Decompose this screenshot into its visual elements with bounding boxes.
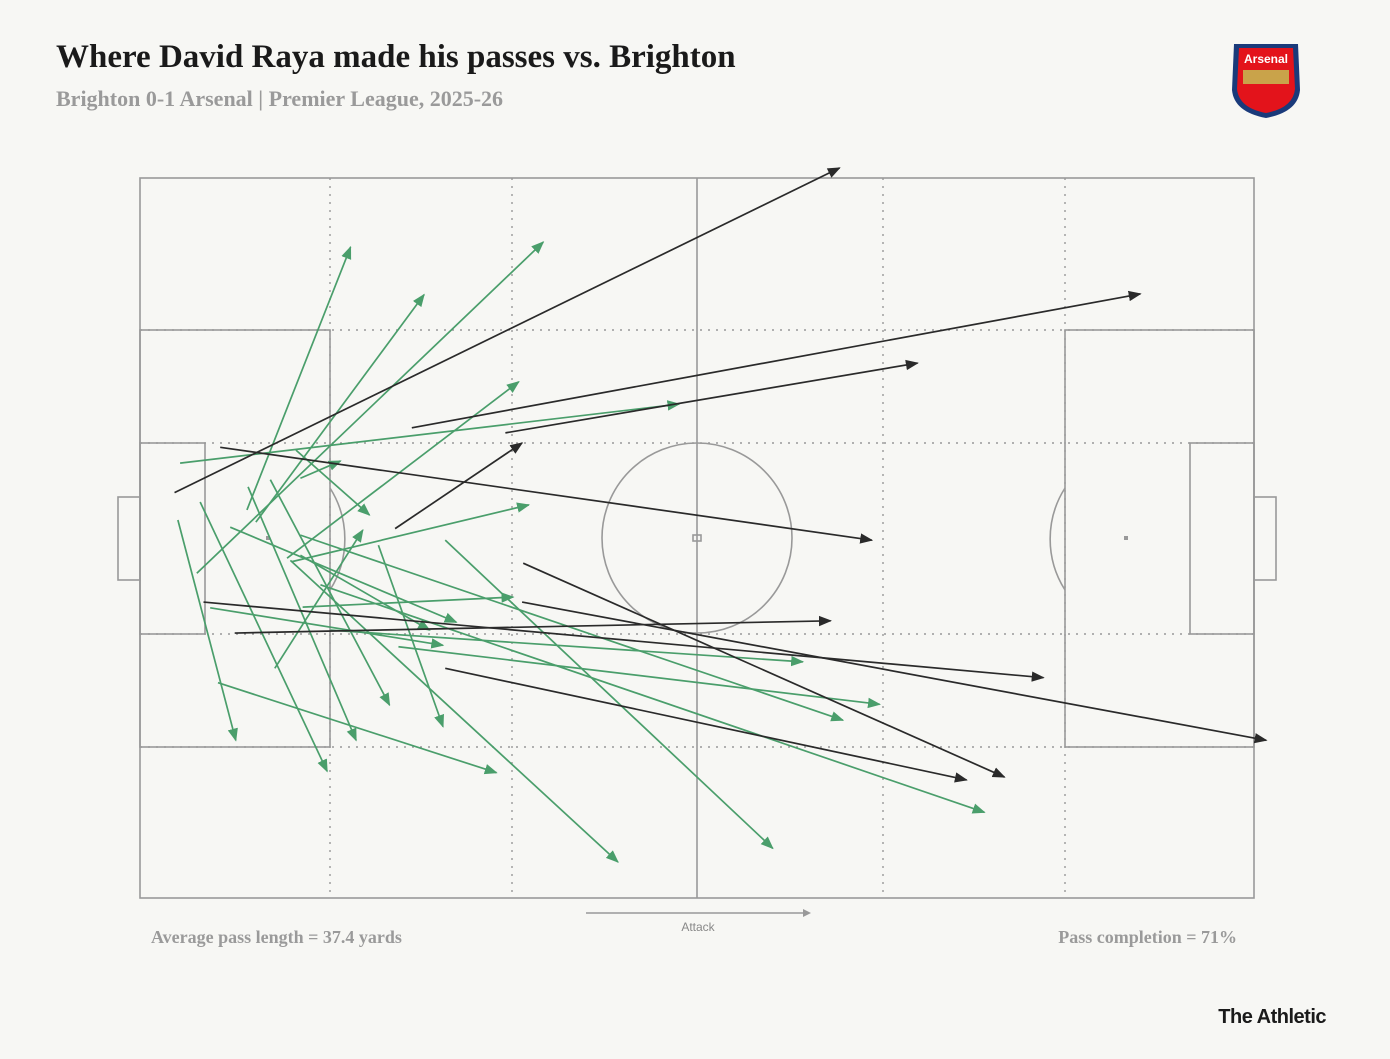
six-yard-box xyxy=(1189,442,1255,635)
attack-label: Attack xyxy=(681,920,715,934)
pass xyxy=(445,667,968,783)
chart-subtitle: Brighton 0-1 Arsenal | Premier League, 2… xyxy=(56,86,503,111)
stat-pass-length: Average pass length = 37.4 yards xyxy=(151,927,402,947)
pass xyxy=(199,501,328,773)
pitch xyxy=(117,177,1277,899)
attack-arrowhead xyxy=(803,909,811,917)
source: The Athletic xyxy=(1218,1006,1326,1028)
pass xyxy=(522,562,1006,778)
pass xyxy=(220,446,874,544)
pass xyxy=(274,528,364,669)
chart-title: Where David Raya made his passes vs. Bri… xyxy=(56,39,736,75)
pass xyxy=(269,479,391,707)
goal xyxy=(1253,496,1277,581)
pass xyxy=(398,645,881,709)
pass xyxy=(300,534,845,722)
pass xyxy=(505,359,919,434)
pass xyxy=(295,449,371,516)
pass xyxy=(174,167,841,494)
six-yard-box xyxy=(139,442,206,635)
badge-cannon xyxy=(1243,70,1289,84)
penalty-arc xyxy=(1049,487,1066,591)
team-badge: Arsenal xyxy=(1232,44,1300,118)
badge-text: Arsenal xyxy=(1244,52,1288,66)
pass xyxy=(196,241,545,574)
pass xyxy=(177,519,238,742)
pass xyxy=(203,601,1045,682)
passes xyxy=(174,167,1268,863)
pass xyxy=(246,245,352,511)
stat-pass-completion: Pass completion = 71% xyxy=(1058,927,1237,947)
penalty-spot xyxy=(1124,536,1128,540)
pass xyxy=(411,290,1142,429)
pass xyxy=(234,615,832,634)
penalty-spot xyxy=(266,536,270,540)
pass xyxy=(320,583,986,814)
pass xyxy=(229,526,458,624)
centre-circle xyxy=(601,442,793,634)
pass xyxy=(255,293,425,523)
pass xyxy=(394,442,524,530)
penalty-arc xyxy=(329,487,346,591)
penalty-box xyxy=(1064,329,1255,748)
pass xyxy=(291,502,531,563)
pass xyxy=(286,380,520,559)
pass xyxy=(217,681,498,775)
pass xyxy=(444,539,774,850)
pass xyxy=(521,601,1268,744)
pass xyxy=(289,559,619,863)
pass xyxy=(330,629,805,667)
pass xyxy=(210,607,445,649)
goal xyxy=(117,496,141,581)
pass xyxy=(247,486,357,742)
pass xyxy=(299,554,431,631)
centre-spot xyxy=(692,534,702,542)
